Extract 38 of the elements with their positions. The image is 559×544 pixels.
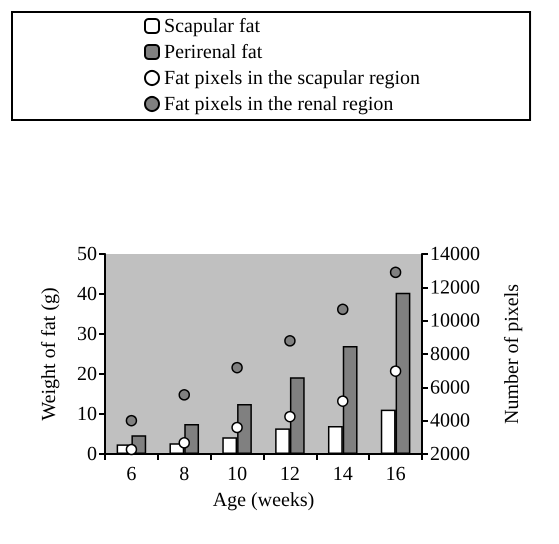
y2-axis-title: Number of pixels <box>501 284 523 424</box>
point <box>390 266 402 278</box>
point <box>337 395 348 407</box>
y2-tick-label: 12000 <box>430 276 480 298</box>
y2-tick-label: 6000 <box>430 376 470 398</box>
point <box>126 444 138 456</box>
point <box>178 437 190 449</box>
y-tick-label: 0 <box>87 443 97 465</box>
point <box>337 304 348 316</box>
y-tick-label: 10 <box>77 403 97 425</box>
y-tick-label: 20 <box>77 363 97 385</box>
point <box>390 365 402 377</box>
x-tick-label: 12 <box>280 463 300 485</box>
y-axis-title: Weight of fat (g) <box>38 287 60 421</box>
point <box>231 362 243 374</box>
y2-tick-label: 4000 <box>430 410 470 432</box>
x-tick-label: 8 <box>179 463 190 485</box>
x-axis-title: Age (weeks) <box>212 489 314 511</box>
point <box>178 389 190 401</box>
legend-label: Perirenal fat <box>164 41 263 63</box>
y2-tick-label: 2000 <box>430 443 470 465</box>
legend-label: Fat pixels in the scapular region <box>164 67 420 89</box>
y2-tick-label: 8000 <box>430 343 470 365</box>
legend-label: Scapular fat <box>164 15 261 37</box>
y-tick-label: 30 <box>77 323 97 345</box>
point <box>284 335 296 347</box>
y2-tick-label: 10000 <box>430 310 480 332</box>
x-tick-label: 16 <box>386 463 406 485</box>
x-tick-label: 10 <box>227 463 248 485</box>
legend-label: Fat pixels in the renal region <box>164 93 394 115</box>
point <box>284 410 296 422</box>
point <box>126 414 138 426</box>
y-tick-label: 50 <box>77 243 97 265</box>
x-tick-label: 6 <box>126 463 136 485</box>
y2-tick-label: 14000 <box>430 243 480 265</box>
y-tick-label: 40 <box>77 283 97 305</box>
x-tick-label: 14 <box>332 463 353 485</box>
point <box>231 422 243 434</box>
